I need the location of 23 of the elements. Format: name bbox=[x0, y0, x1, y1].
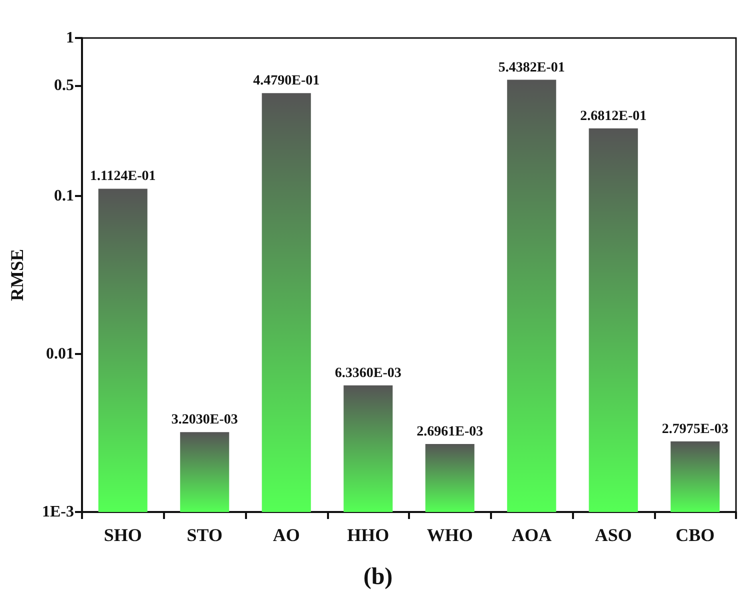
x-tick-label: WHO bbox=[426, 525, 473, 545]
y-tick-label: 1E-3 bbox=[42, 504, 74, 520]
data-label: 2.7975E-03 bbox=[662, 422, 728, 437]
data-label: 2.6812E-01 bbox=[580, 108, 647, 124]
data-label: 1.1124E-01 bbox=[90, 169, 156, 184]
y-tick-label: 0.1 bbox=[54, 188, 74, 204]
x-tick-label: AOA bbox=[512, 525, 552, 545]
x-tick-label: ASO bbox=[594, 525, 632, 545]
y-axis-title: RMSE bbox=[7, 248, 27, 302]
data-label: 3.2030E-03 bbox=[171, 412, 238, 428]
x-tick-label: AO bbox=[272, 525, 300, 545]
data-label: 2.6961E-03 bbox=[416, 424, 484, 440]
data-label: 5.4382E-01 bbox=[498, 60, 565, 76]
data-label: 4.4790E-01 bbox=[253, 74, 320, 89]
x-tick-label: SHO bbox=[104, 525, 142, 545]
y-tick-label: 1 bbox=[66, 30, 74, 46]
y-tick-label: 0.5 bbox=[54, 77, 74, 94]
y-tick-label: 0.01 bbox=[46, 346, 74, 362]
x-tick-label: HHO bbox=[347, 525, 390, 545]
x-tick-label: STO bbox=[186, 525, 222, 545]
data-label: 6.3360E-03 bbox=[334, 366, 402, 381]
text: (b) bbox=[363, 564, 393, 590]
x-tick-label: CBO bbox=[676, 525, 715, 545]
